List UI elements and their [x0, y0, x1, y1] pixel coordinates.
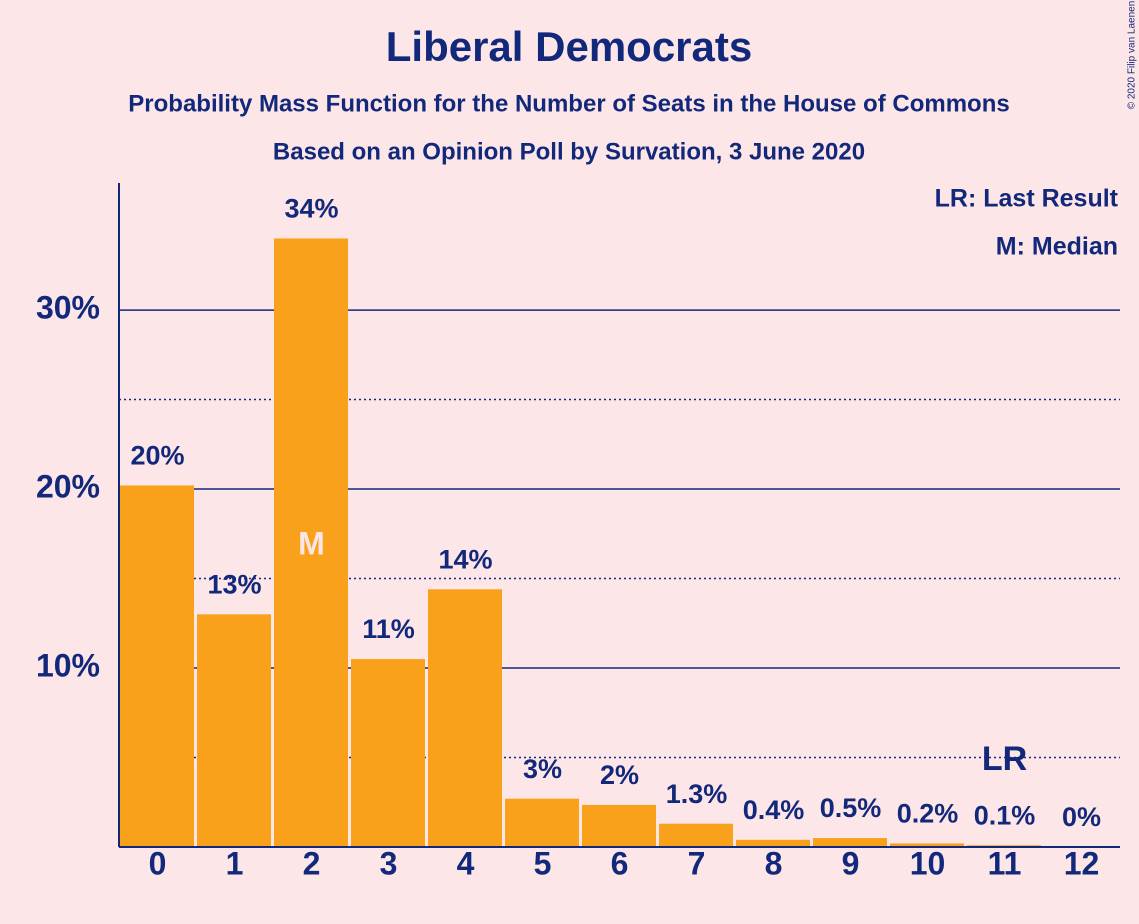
x-tick-label: 10: [910, 845, 946, 881]
median-marker: M: [298, 525, 325, 561]
y-tick-label: 10%: [36, 647, 100, 683]
x-tick-label: 0: [149, 845, 167, 881]
x-tick-label: 6: [611, 845, 629, 881]
bar: [274, 238, 348, 847]
bar: [428, 589, 502, 847]
value-label: 2%: [600, 760, 639, 790]
x-tick-label: 12: [1064, 845, 1100, 881]
x-tick-label: 3: [380, 845, 398, 881]
x-tick-label: 8: [765, 845, 783, 881]
y-tick-label: 20%: [36, 469, 100, 505]
chart-subtitle: Based on an Opinion Poll by Survation, 3…: [273, 138, 865, 165]
bar: [197, 614, 271, 847]
value-label: 0.4%: [743, 795, 805, 825]
bar: [582, 804, 656, 847]
x-tick-label: 7: [688, 845, 706, 881]
value-label: 0.2%: [897, 799, 959, 829]
value-label: 13%: [207, 569, 261, 599]
last-result-marker: LR: [982, 740, 1027, 778]
chart-title: Liberal Democrats: [386, 23, 752, 70]
bar: [659, 823, 733, 847]
bar: [120, 485, 194, 847]
bar: [813, 838, 887, 847]
x-tick-label: 11: [988, 845, 1022, 881]
y-tick-label: 30%: [36, 290, 100, 326]
bar: [505, 798, 579, 847]
value-label: 0.1%: [974, 800, 1036, 830]
x-tick-label: 2: [303, 845, 321, 881]
value-label: 34%: [284, 194, 338, 224]
value-label: 14%: [438, 544, 492, 574]
value-label: 20%: [130, 441, 184, 471]
value-label: 0%: [1062, 802, 1101, 832]
value-label: 3%: [523, 754, 562, 784]
value-label: 0.5%: [820, 793, 882, 823]
bar: [890, 843, 964, 847]
value-label: 11%: [362, 614, 415, 644]
x-tick-label: 5: [534, 845, 552, 881]
x-tick-label: 9: [842, 845, 860, 881]
bar: [736, 839, 810, 847]
x-tick-label: 1: [226, 845, 244, 881]
legend-entry: M: Median: [996, 233, 1118, 261]
copyright: © 2020 Filip van Laenen: [1127, 1, 1138, 110]
legend-entry: LR: Last Result: [935, 185, 1119, 213]
chart-subtitle: Probability Mass Function for the Number…: [128, 90, 1009, 117]
value-label: 1.3%: [666, 779, 728, 809]
x-tick-label: 4: [457, 845, 475, 881]
bar: [351, 659, 425, 847]
